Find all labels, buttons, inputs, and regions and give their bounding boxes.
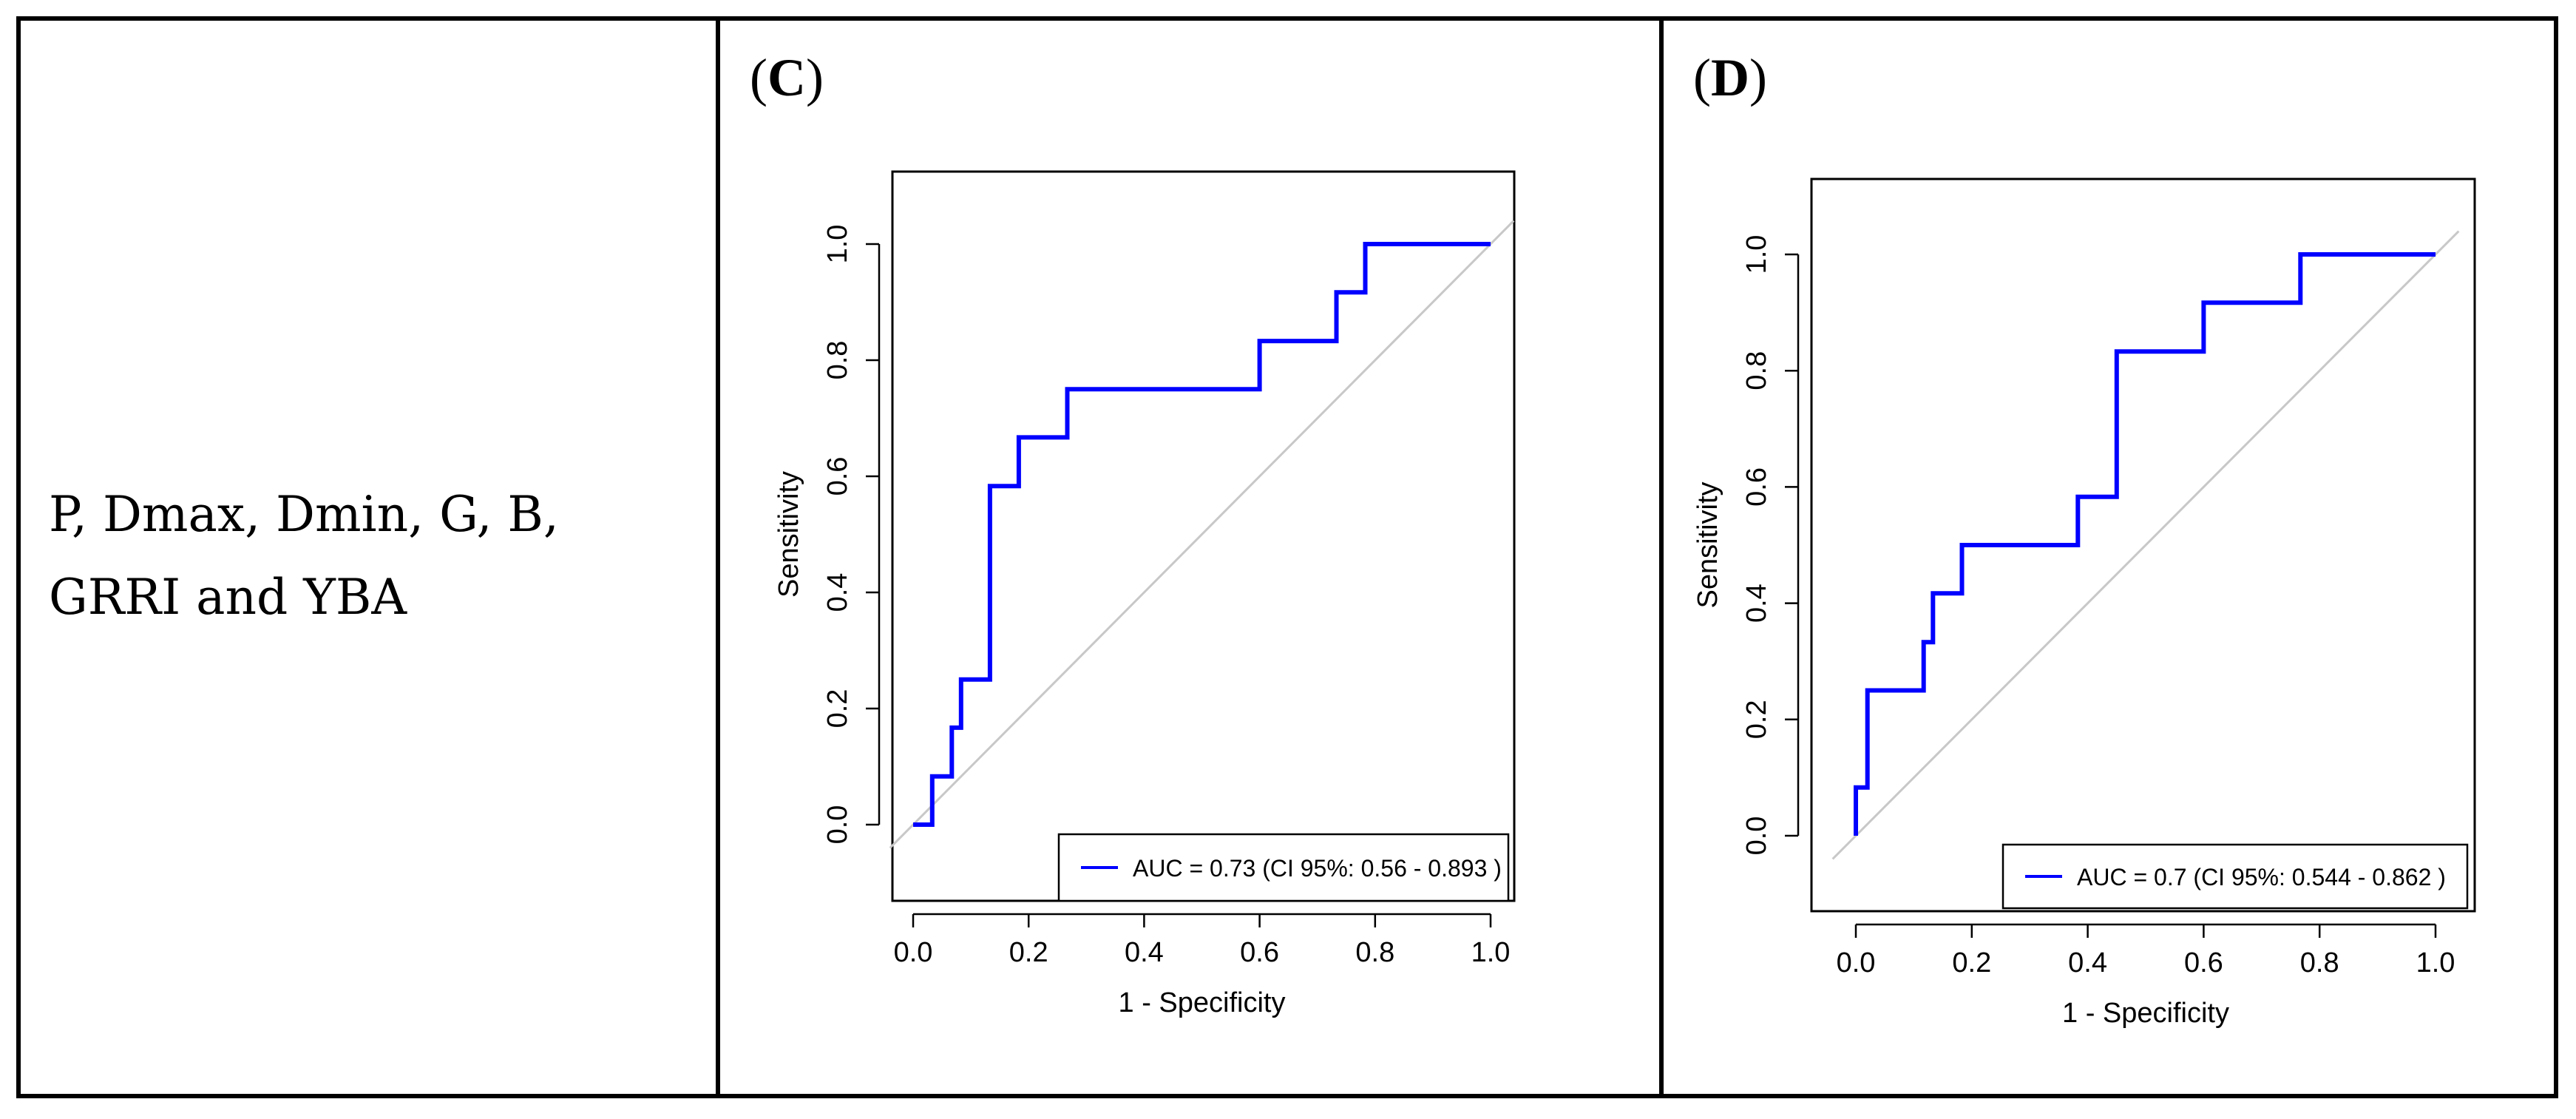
panel-letter-d: D xyxy=(1710,48,1749,107)
legend-label-d: AUC = 0.7 (CI 95%: 0.544 - 0.862 ) xyxy=(2077,864,2446,890)
y-tick-label-d-5: 1.0 xyxy=(1741,235,1772,274)
roc-curve-d xyxy=(1854,252,2436,836)
x-tick-label-d-5: 1.0 xyxy=(2416,947,2455,978)
legend-box-c xyxy=(1057,833,1510,902)
x-tick-label-d-0: 0.0 xyxy=(1837,947,1876,978)
y-tick-label-c-5: 1.0 xyxy=(822,225,853,264)
x-tick-label-c-2: 0.4 xyxy=(1125,937,1164,968)
y-tick-label-d-0: 0.0 xyxy=(1741,817,1772,856)
y-tick-label-d-4: 0.8 xyxy=(1741,351,1772,391)
reference-diagonal-c xyxy=(889,220,1515,849)
legend-box-d xyxy=(2002,843,2469,910)
x-tick-label-d-4: 0.8 xyxy=(2300,947,2339,978)
roc-curve-c xyxy=(913,242,1491,827)
y-tick-label-c-4: 0.8 xyxy=(822,341,853,380)
x-tick-label-c-3: 0.6 xyxy=(1240,937,1279,968)
x-tick-label-c-4: 0.8 xyxy=(1355,937,1394,968)
plot-area-c xyxy=(891,170,1516,902)
y-tick-label-c-3: 0.6 xyxy=(822,457,853,496)
x-axis-label-d: 1 - Specificity xyxy=(2062,998,2229,1029)
y-tick-label-d-2: 0.4 xyxy=(1741,584,1772,623)
y-tick-label-c-0: 0.0 xyxy=(822,805,853,845)
column-divider-2 xyxy=(1659,16,1664,1098)
legend-label-c: AUC = 0.73 (CI 95%: 0.56 - 0.893 ) xyxy=(1133,855,1502,882)
column-divider-1 xyxy=(716,16,720,1098)
x-tick-label-c-5: 1.0 xyxy=(1471,937,1511,968)
y-axis-label-d: Sensitivity xyxy=(1692,481,1723,608)
variables-cell-text: P, Dmax, Dmin, G, B, GRRI and YBA xyxy=(49,486,559,626)
y-tick-label-c-2: 0.4 xyxy=(822,573,853,612)
y-tick-label-c-1: 0.2 xyxy=(822,689,853,728)
y-tick-label-d-1: 0.2 xyxy=(1741,700,1772,739)
y-tick-label-d-3: 0.6 xyxy=(1741,467,1772,507)
y-axis-label-c: Sensitivity xyxy=(773,471,804,598)
x-axis-label-c: 1 - Specificity xyxy=(1119,987,1286,1018)
x-tick-label-d-2: 0.4 xyxy=(2068,947,2107,978)
panel-letter-c: C xyxy=(767,48,806,107)
panel-label-c: (C) xyxy=(750,48,824,107)
x-tick-label-d-1: 0.2 xyxy=(1952,947,1991,978)
panel-label-d: (D) xyxy=(1693,48,1767,107)
reference-diagonal-d xyxy=(1831,230,2460,860)
x-tick-label-c-0: 0.0 xyxy=(894,937,933,968)
x-tick-label-c-1: 0.2 xyxy=(1009,937,1048,968)
x-tick-label-d-3: 0.6 xyxy=(2184,947,2223,978)
plot-area-d xyxy=(1810,178,2476,913)
